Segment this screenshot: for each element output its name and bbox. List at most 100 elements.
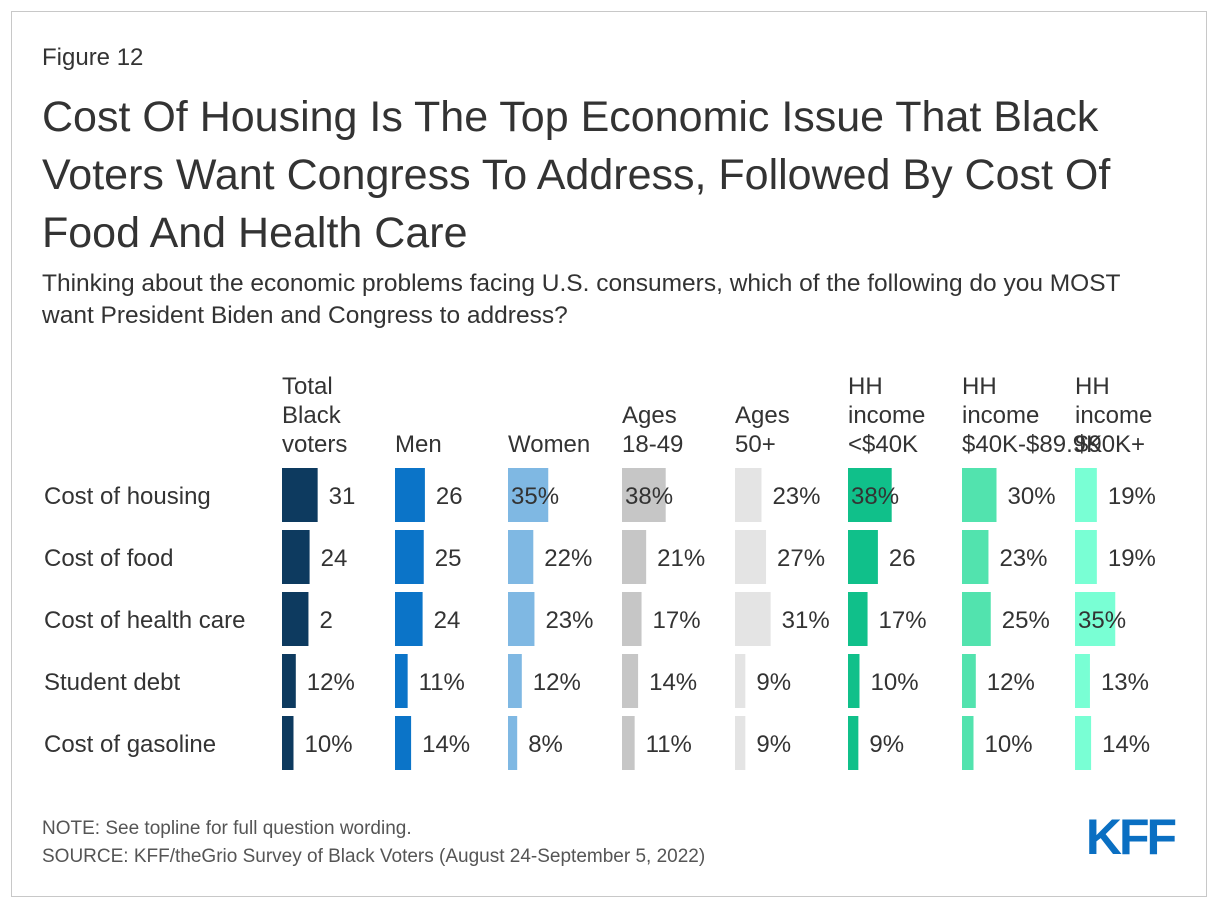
figure-frame: [11, 11, 1207, 897]
row-label: Cost of gasoline: [44, 731, 216, 758]
column-header-line: voters: [282, 431, 347, 458]
data-label: 21%: [657, 545, 705, 572]
data-label: 12%: [987, 669, 1035, 696]
bar: [848, 468, 892, 522]
data-label: 35%: [1078, 607, 1126, 634]
data-label: 9%: [869, 731, 904, 758]
data-label: 10%: [985, 731, 1033, 758]
data-label: 19%: [1108, 545, 1156, 572]
column-header: Women: [508, 431, 590, 458]
column-header-line: 18-49: [622, 431, 683, 458]
bar: [622, 468, 666, 522]
data-label: 26: [889, 545, 916, 572]
bar: [508, 592, 535, 646]
bar: [962, 654, 976, 708]
data-label: 10%: [871, 669, 919, 696]
data-label: 13%: [1101, 669, 1149, 696]
bar: [622, 592, 642, 646]
bar: [508, 468, 549, 522]
column-header-line: income: [1075, 402, 1152, 429]
bar: [962, 716, 974, 770]
bar: [735, 716, 746, 770]
column-header-line: HH: [848, 373, 883, 400]
bar: [848, 530, 878, 584]
bar: [395, 530, 424, 584]
row-label: Cost of food: [44, 545, 173, 572]
data-label: 24: [321, 545, 348, 572]
data-label: 8%: [528, 731, 563, 758]
data-label: 12%: [307, 669, 355, 696]
column-header-line: $90K+: [1075, 431, 1145, 458]
bar: [1075, 530, 1097, 584]
data-label: 14%: [422, 731, 470, 758]
bar: [1075, 468, 1097, 522]
bar: [395, 592, 423, 646]
bar: [735, 592, 771, 646]
bar: [962, 592, 991, 646]
data-label: 24: [434, 607, 461, 634]
data-label: 31%: [782, 607, 830, 634]
data-label: 25: [435, 545, 462, 572]
row-label: Student debt: [44, 669, 180, 696]
bar: [282, 654, 296, 708]
data-label: 17%: [653, 607, 701, 634]
footnotes: NOTE: See topline for full question word…: [42, 815, 705, 871]
source-text: SOURCE: KFF/theGrio Survey of Black Vote…: [42, 846, 706, 867]
data-label: 14%: [649, 669, 697, 696]
bar: [282, 530, 310, 584]
bar: [282, 592, 309, 646]
column-header-line: <$40K: [848, 431, 918, 458]
column-header-line: Ages: [735, 402, 790, 429]
bar: [735, 530, 767, 584]
data-label: 31: [329, 483, 356, 510]
data-label: 9%: [756, 669, 791, 696]
kff-logo: KFF: [1086, 809, 1179, 862]
figure-label: Figure 12: [42, 44, 144, 71]
bar: [622, 654, 639, 708]
bar: [735, 468, 762, 522]
column-header-line: Ages: [622, 402, 677, 429]
kff-logo-text: KFF: [1086, 809, 1176, 862]
data-label: 2: [319, 607, 332, 634]
bar: [395, 654, 408, 708]
bar: [962, 468, 997, 522]
data-label: 11%: [646, 731, 692, 758]
data-label: 11%: [419, 669, 465, 696]
bar: [282, 716, 294, 770]
data-label: 38%: [851, 483, 899, 510]
bar: [508, 654, 522, 708]
data-label: 25%: [1002, 607, 1050, 634]
bar: [395, 468, 425, 522]
column-header-line: Women: [508, 431, 590, 458]
chart-title: Cost Of Housing Is The Top Economic Issu…: [42, 93, 1111, 257]
data-label: 22%: [544, 545, 592, 572]
column-header-line: Total: [282, 373, 333, 400]
bar: [508, 716, 518, 770]
chart-subtitle: Thinking about the economic problems fac…: [42, 270, 1121, 329]
bar: [395, 716, 412, 770]
data-label: 35%: [511, 483, 559, 510]
bar: [622, 530, 647, 584]
data-label: 23%: [999, 545, 1047, 572]
data-label: 17%: [879, 607, 927, 634]
column-header-line: $40K-$89.9K: [962, 431, 1102, 458]
data-label: 19%: [1108, 483, 1156, 510]
bar: [1075, 654, 1090, 708]
column-header-line: Black: [282, 402, 342, 429]
row-label: Cost of housing: [44, 483, 211, 510]
data-label: 27%: [777, 545, 825, 572]
bar: [1075, 592, 1116, 646]
data-label: 12%: [533, 669, 581, 696]
data-label: 9%: [756, 731, 791, 758]
row-label: Cost of health care: [44, 607, 245, 634]
bar: [848, 654, 860, 708]
bar: [622, 716, 635, 770]
bar: [508, 530, 534, 584]
bar: [848, 716, 859, 770]
